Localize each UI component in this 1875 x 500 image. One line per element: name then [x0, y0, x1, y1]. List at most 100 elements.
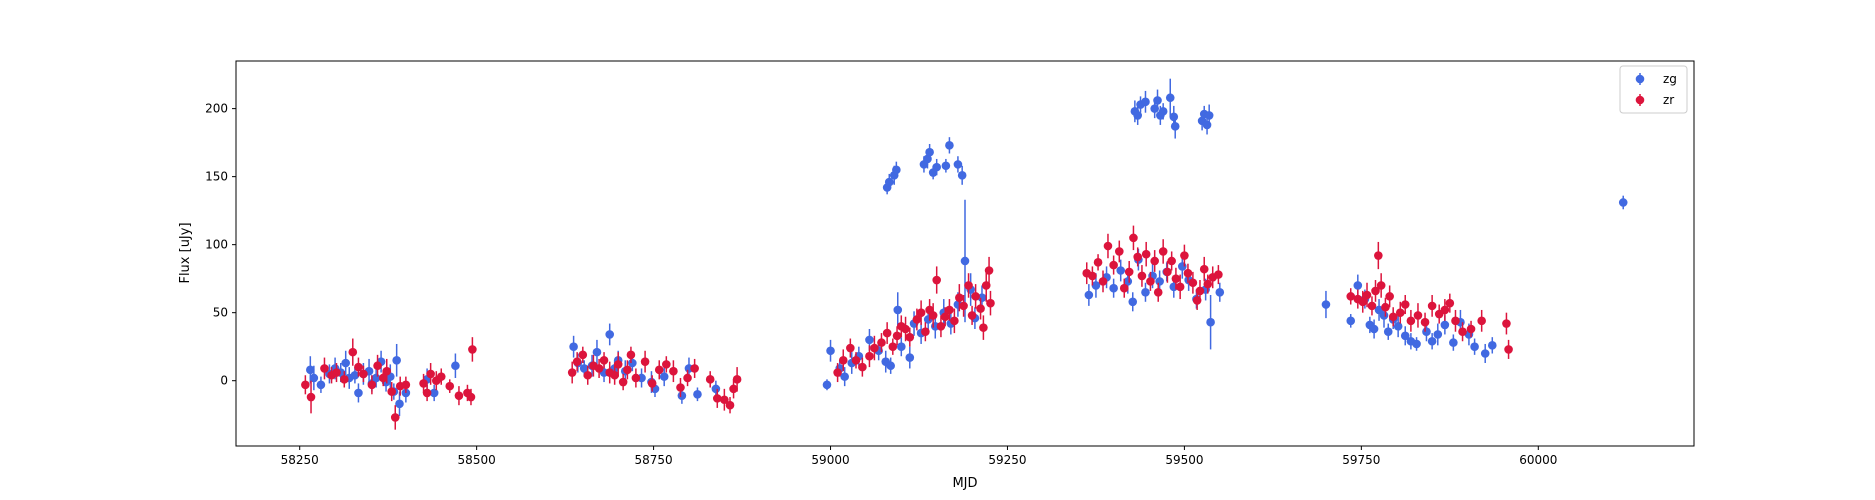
- data-point-zr: [1477, 316, 1486, 326]
- data-point-zr: [1458, 327, 1467, 337]
- data-point-zr: [306, 392, 316, 402]
- data-point-zr: [1406, 316, 1416, 326]
- data-point-zg: [341, 358, 351, 368]
- data-point-zg: [1618, 198, 1628, 207]
- data-point-zg: [925, 147, 934, 157]
- data-point-zg: [306, 365, 315, 375]
- data-point-zg: [897, 342, 906, 351]
- data-point-zr: [662, 360, 671, 369]
- data-point-zr: [1376, 281, 1386, 290]
- data-point-zr: [382, 366, 392, 376]
- x-tick-label: 59000: [811, 453, 849, 467]
- data-point-zr: [877, 338, 886, 347]
- data-point-zr: [422, 388, 432, 398]
- data-point-zr: [1199, 264, 1209, 274]
- data-point-zg: [1353, 281, 1363, 290]
- data-point-zg: [1128, 297, 1138, 307]
- legend-marker-zg: [1635, 74, 1645, 84]
- data-point-zr: [578, 350, 588, 360]
- data-point-zr: [1093, 258, 1103, 267]
- data-point-zr: [1451, 316, 1460, 326]
- data-point-zr: [901, 324, 910, 334]
- data-point-zr: [631, 373, 641, 383]
- data-point-zg: [1427, 336, 1437, 346]
- x-tick-label: 59500: [1165, 453, 1203, 467]
- data-point-zg: [1383, 327, 1393, 337]
- data-point-zr: [436, 372, 446, 381]
- data-point-zg: [1470, 342, 1479, 351]
- data-point-zr: [339, 375, 349, 384]
- data-point-zr: [870, 343, 879, 353]
- data-point-zr: [1466, 324, 1476, 334]
- data-point-zg: [316, 380, 326, 390]
- data-point-zr: [984, 266, 994, 275]
- data-point-zr: [1158, 247, 1168, 256]
- data-point-zr: [610, 370, 619, 380]
- data-point-zg: [1480, 349, 1490, 358]
- data-point-zr: [905, 332, 915, 342]
- data-point-zr: [373, 361, 382, 371]
- data-point-zr: [1195, 286, 1205, 296]
- data-point-zr: [1203, 279, 1213, 289]
- data-point-zr: [367, 380, 377, 390]
- data-point-zr: [1183, 268, 1193, 278]
- data-point-zg: [1204, 111, 1214, 120]
- data-point-zr: [725, 400, 735, 410]
- data-point-zr: [932, 275, 941, 285]
- y-tick-label: 50: [213, 306, 228, 320]
- legend-label-zg: zg: [1663, 72, 1677, 86]
- data-point-zg: [350, 370, 360, 380]
- data-point-zr: [1153, 287, 1163, 297]
- data-point-zg: [1116, 266, 1126, 275]
- data-point-zr: [1502, 319, 1511, 328]
- data-point-zg: [826, 346, 835, 356]
- data-point-zg: [1369, 324, 1379, 334]
- data-point-zr: [1175, 282, 1185, 292]
- data-point-zg: [886, 361, 895, 371]
- data-point-zr: [1367, 301, 1377, 311]
- data-point-zg: [1379, 311, 1389, 320]
- x-tick-label: 58750: [634, 453, 672, 467]
- data-point-zr: [1180, 251, 1189, 260]
- data-point-zr: [468, 345, 477, 354]
- data-point-zg: [395, 399, 404, 409]
- y-tick-label: 150: [205, 170, 228, 184]
- data-point-zg: [1400, 331, 1410, 341]
- data-point-zr: [419, 379, 428, 388]
- data-point-zr: [705, 375, 715, 384]
- data-point-zr: [921, 327, 930, 337]
- data-point-zr: [1114, 247, 1124, 256]
- series-zr: [301, 225, 1513, 430]
- data-point-zr: [626, 350, 636, 360]
- data-point-zr: [1420, 317, 1430, 327]
- legend-marker-zr: [1635, 95, 1645, 105]
- data-point-zr: [950, 316, 959, 326]
- x-axis: 58250 58500 58750 59000 59250 59500 59750 60000: [281, 446, 1557, 467]
- data-point-zr: [1124, 267, 1134, 277]
- data-point-zr: [647, 379, 657, 388]
- data-point-zr: [378, 373, 388, 383]
- data-point-zg: [1206, 317, 1215, 327]
- data-point-zr: [1358, 297, 1368, 307]
- data-point-zr: [583, 370, 593, 380]
- data-point-zr: [1088, 271, 1097, 281]
- data-point-zr: [1445, 298, 1455, 308]
- data-point-zr: [1388, 312, 1398, 322]
- data-point-zg: [957, 170, 967, 180]
- data-point-zr: [1400, 300, 1410, 309]
- data-point-zr: [955, 293, 964, 303]
- data-point-zr: [858, 362, 867, 372]
- data-point-zg: [592, 347, 602, 357]
- data-point-zr: [599, 355, 609, 365]
- data-point-zr: [301, 380, 310, 390]
- data-point-zr: [865, 351, 874, 361]
- data-point-zr: [320, 364, 329, 373]
- data-point-zr: [1214, 270, 1223, 279]
- data-point-zr: [928, 311, 938, 320]
- data-point-zr: [976, 304, 985, 313]
- data-point-zr: [945, 305, 954, 315]
- data-point-zr: [971, 292, 980, 301]
- data-point-zr: [892, 331, 902, 341]
- data-point-zr: [916, 308, 926, 317]
